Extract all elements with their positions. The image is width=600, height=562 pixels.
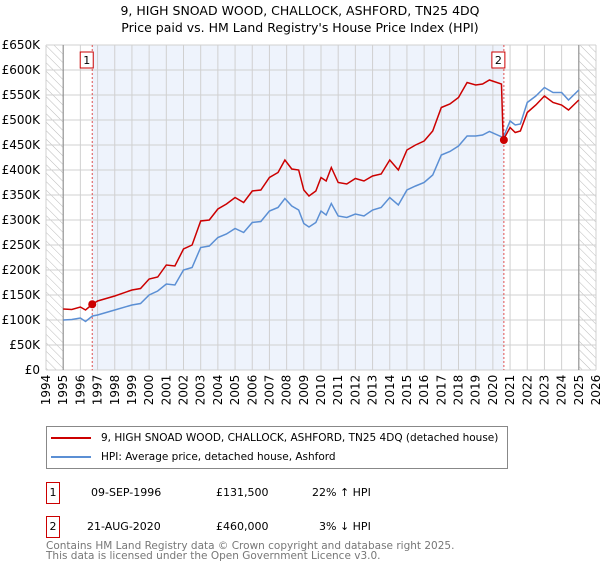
legend: 9, HIGH SNOAD WOOD, CHALLOCK, ASHFORD, T… bbox=[46, 426, 508, 469]
legend-red-line bbox=[51, 437, 91, 439]
x-tick-label: 2009 bbox=[297, 375, 311, 406]
sale-point bbox=[499, 136, 508, 144]
sale-date: 09-SEP-1996 bbox=[91, 486, 162, 499]
ownership-shade bbox=[92, 45, 504, 370]
chart-title: 9, HIGH SNOAD WOOD, CHALLOCK, ASHFORD, T… bbox=[120, 3, 480, 18]
y-tick-label: £650K bbox=[2, 38, 42, 52]
sale-point bbox=[88, 300, 97, 309]
x-tick-label: 2002 bbox=[177, 375, 191, 406]
sale-date: 21-AUG-2020 bbox=[87, 520, 161, 533]
y-tick-label: £400K bbox=[2, 163, 42, 177]
sale-price: £131,500 bbox=[216, 486, 269, 499]
x-tick-label: 1996 bbox=[73, 375, 87, 406]
y-tick-label: £500K bbox=[2, 113, 42, 127]
x-tick-label: 2013 bbox=[366, 375, 380, 406]
x-tick-label: 2000 bbox=[142, 375, 156, 406]
y-tick-label: £250K bbox=[2, 238, 42, 252]
legend-blue-line bbox=[51, 456, 91, 458]
x-tick-label: 2020 bbox=[486, 375, 500, 406]
x-tick-label: 2022 bbox=[520, 375, 534, 406]
y-tick-label: £100K bbox=[2, 313, 42, 327]
sale-label-box bbox=[491, 51, 506, 69]
x-tick-label: 2008 bbox=[280, 375, 294, 406]
y-tick-label: £300K bbox=[2, 213, 42, 227]
x-tick-label: 2003 bbox=[194, 375, 208, 406]
hatched-region bbox=[46, 45, 64, 370]
sale-hpi-diff: 3% ↓ HPI bbox=[319, 520, 371, 533]
x-tick-label: 2004 bbox=[211, 375, 225, 406]
sale-row: 1 09-SEP-1996 £131,500 22% ↑ HPI bbox=[46, 482, 446, 504]
footer-copyright: Contains HM Land Registry data © Crown c… bbox=[46, 540, 455, 552]
x-tick-label: 2012 bbox=[348, 375, 362, 406]
y-tick-label: £450K bbox=[2, 138, 42, 152]
sale-marker-badge: 2 bbox=[46, 516, 60, 538]
x-tick-label: 1994 bbox=[39, 375, 53, 406]
sale-label: 2 bbox=[495, 54, 502, 67]
chart-subtitle: Price paid vs. HM Land Registry's House … bbox=[121, 20, 479, 35]
x-tick-label: 1997 bbox=[91, 375, 105, 406]
x-tick-label: 1999 bbox=[125, 375, 139, 406]
sale-label: 1 bbox=[83, 54, 90, 67]
x-tick-label: 2021 bbox=[503, 375, 517, 406]
x-tick-label: 2016 bbox=[417, 375, 431, 406]
x-tick-label: 2015 bbox=[400, 375, 414, 406]
x-tick-label: 2010 bbox=[314, 375, 328, 406]
property-price-line bbox=[63, 79, 580, 311]
x-tick-label: 2001 bbox=[159, 375, 173, 406]
x-tick-label: 2005 bbox=[228, 375, 242, 406]
legend-label-property: 9, HIGH SNOAD WOOD, CHALLOCK, ASHFORD, T… bbox=[101, 432, 499, 444]
x-tick-label: 2024 bbox=[555, 375, 569, 406]
x-tick-label: 2023 bbox=[537, 375, 551, 406]
y-tick-label: £350K bbox=[2, 188, 42, 202]
x-tick-label: 2026 bbox=[589, 375, 600, 406]
x-tick-label: 1995 bbox=[56, 375, 70, 406]
x-tick-label: 2017 bbox=[434, 375, 448, 406]
y-tick-label: £600K bbox=[2, 63, 42, 77]
legend-label-hpi: HPI: Average price, detached house, Ashf… bbox=[101, 451, 336, 463]
y-tick-label: £550K bbox=[2, 88, 42, 102]
x-tick-label: 2014 bbox=[383, 375, 397, 406]
hpi-line bbox=[63, 86, 580, 323]
x-tick-label: 2006 bbox=[245, 375, 259, 406]
price-chart: 1994 1995 1996 1997 1998 1999 2000 2001 2002 2003… bbox=[2, 38, 600, 406]
x-tick-label: 1998 bbox=[108, 375, 122, 406]
x-tick-label: 2025 bbox=[572, 375, 586, 406]
x-tick-label: 2018 bbox=[452, 375, 466, 406]
y-tick-label: £0 bbox=[25, 363, 40, 377]
y-tick-label: £200K bbox=[2, 263, 42, 277]
sale-marker-badge: 1 bbox=[46, 482, 60, 504]
x-tick-label: 2007 bbox=[262, 375, 276, 406]
footer-licence: This data is licensed under the Open Gov… bbox=[46, 550, 381, 562]
sale-hpi-diff: 22% ↑ HPI bbox=[312, 486, 371, 499]
sale-row: 2 21-AUG-2020 £460,000 3% ↓ HPI bbox=[46, 516, 446, 538]
hatched-region bbox=[578, 45, 596, 370]
y-tick-label: £50K bbox=[9, 338, 41, 352]
x-tick-label: 2019 bbox=[469, 375, 483, 406]
x-tick-label: 2011 bbox=[331, 375, 345, 406]
sale-price: £460,000 bbox=[216, 520, 269, 533]
y-tick-label: £150K bbox=[2, 288, 42, 302]
sale-label-box bbox=[79, 51, 94, 69]
